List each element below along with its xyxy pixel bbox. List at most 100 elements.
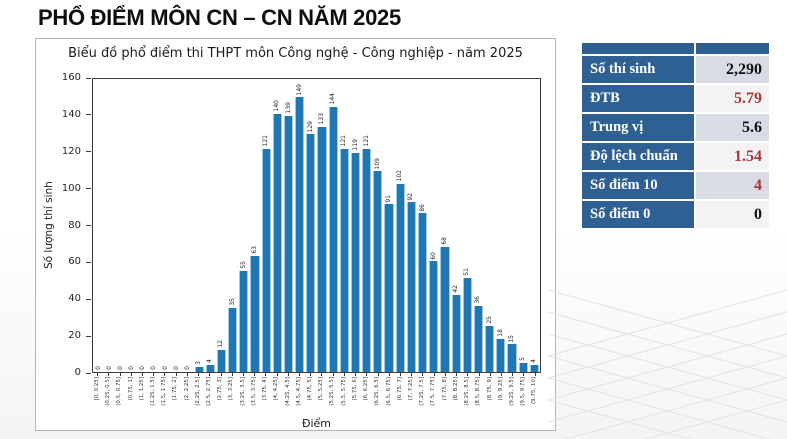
bar-bin: 15 — [506, 79, 517, 372]
bar-bin: 102 — [395, 79, 406, 372]
bar — [362, 148, 372, 372]
bar-bin: 0 — [93, 79, 104, 372]
stat-value: 0 — [696, 201, 769, 228]
stats-table: Số thí sinh 2,290 ĐTB 5.79 Trung vị 5.6 Độ lệc… — [580, 41, 771, 230]
bar-bin: 139 — [283, 79, 294, 372]
x-tick-label: (4.75, 5] — [307, 377, 314, 401]
x-tick-label: (6.5, 6.75] — [385, 377, 392, 406]
y-tick-label: 120 — [61, 145, 81, 157]
bar-bin: 0 — [138, 79, 149, 372]
bar — [194, 366, 204, 372]
bar — [272, 113, 282, 372]
x-tick: (6.5, 6.75] — [384, 373, 395, 419]
x-tick-mark — [433, 373, 435, 376]
x-tick-mark — [456, 373, 458, 376]
bar-bin: 0 — [160, 79, 171, 372]
x-tick-mark — [444, 373, 446, 376]
bar-bin: 86 — [417, 79, 428, 372]
bar-bin: 91 — [383, 79, 394, 372]
bar-value-label: 0 — [128, 366, 136, 370]
bar-bin: 25 — [484, 79, 495, 372]
x-tick-label: (9.25, 9.5] — [508, 377, 515, 406]
x-tick: (9.75, 10] — [530, 373, 541, 419]
x-tick-label: (7, 7.25] — [407, 377, 414, 401]
x-tick-label: (1.5, 1.75] — [161, 377, 168, 406]
x-tick-label: (7.25, 7.5] — [419, 377, 426, 406]
bar-value-label: 12 — [217, 340, 225, 348]
x-tick: (8.25, 8.5] — [462, 373, 473, 419]
x-tick-mark — [276, 373, 278, 376]
x-tick-label: (2, 2.25] — [183, 377, 190, 401]
bar — [429, 261, 439, 372]
x-tick: (3.75, 4] — [260, 373, 271, 419]
x-tick-label: (8.5, 8.75] — [475, 377, 482, 406]
x-tick: (9.5, 9.75] — [518, 373, 529, 419]
stat-label: Trung vị — [582, 114, 694, 141]
bar-value-label: 0 — [139, 366, 147, 370]
bar-bin: 0 — [171, 79, 182, 372]
stat-value: 5.79 — [696, 85, 769, 112]
bar-value-label: 4 — [530, 358, 538, 363]
bar — [228, 307, 238, 372]
bar-value-label: 129 — [306, 120, 314, 133]
x-tick-mark — [299, 373, 301, 376]
bar — [373, 171, 383, 372]
x-tick-label: (0.25, 0.5] — [105, 377, 112, 406]
x-tick: (5.25, 5.5] — [328, 373, 339, 419]
bar — [306, 134, 316, 372]
bar-bin: 12 — [216, 79, 227, 372]
bar-bin: 51 — [462, 79, 473, 372]
bar-bin: 129 — [305, 79, 316, 372]
x-tick-label: (4.25, 4.5] — [284, 377, 291, 406]
x-tick: (0.75, 1] — [126, 373, 137, 419]
bar-bin: 0 — [115, 79, 126, 372]
x-tick-mark — [467, 373, 469, 376]
x-tick-mark — [254, 373, 256, 376]
x-tick: (8.75, 9] — [485, 373, 496, 419]
x-tick: (5, 5.25] — [316, 373, 327, 419]
x-tick-mark — [231, 373, 233, 376]
bar-value-label: 3 — [195, 360, 203, 365]
bar-value-label: 0 — [150, 366, 158, 370]
x-tick-label: (1.75, 2] — [172, 377, 179, 401]
x-tick: (8.5, 8.75] — [473, 373, 484, 419]
y-tick-mark — [86, 372, 91, 374]
bar-bin: 3 — [194, 79, 205, 372]
stats-header-value-cell — [696, 43, 769, 54]
x-tick-mark — [512, 373, 514, 376]
y-axis-ticks: 0 20 40 60 80 100 120 140 160 — [36, 73, 92, 378]
x-tick-label: (6.75, 7] — [396, 377, 403, 401]
bar — [395, 183, 405, 372]
x-tick-mark — [310, 373, 312, 376]
bar-value-label: 92 — [407, 192, 415, 201]
bar — [216, 349, 227, 372]
x-tick-label: (8.25, 8.5] — [464, 377, 471, 406]
bar-bin: 4 — [529, 79, 540, 372]
bar-value-label: 0 — [116, 366, 124, 370]
x-tick-label: [0, 0.25] — [93, 377, 100, 401]
bar-bin: 119 — [350, 79, 361, 372]
y-tick-label: 140 — [61, 108, 81, 120]
bar-value-label: 25 — [485, 316, 493, 324]
x-tick-label: (2.75, 3] — [217, 377, 224, 401]
x-tick: (5.75, 6] — [350, 373, 361, 419]
y-tick-mark — [86, 335, 91, 337]
bar — [485, 325, 495, 372]
bar — [239, 270, 249, 372]
bar — [417, 213, 428, 372]
bar — [350, 152, 361, 372]
bar-value-label: 139 — [284, 102, 292, 114]
x-tick-mark — [489, 373, 491, 376]
x-tick-mark — [478, 373, 480, 376]
x-tick-label: (1.25, 1.5] — [149, 377, 156, 406]
bar — [317, 126, 327, 372]
bar-bin: 35 — [227, 79, 238, 372]
bar-value-label: 121 — [262, 135, 270, 147]
stat-label: Số điểm 0 — [582, 201, 694, 228]
stat-value: 1.54 — [696, 143, 769, 170]
bar — [507, 344, 517, 372]
x-tick-label: (9.75, 10] — [531, 377, 538, 405]
bar-value-label: 0 — [172, 366, 180, 370]
y-tick-label: 80 — [68, 219, 81, 231]
stats-row: ĐTB 5.79 — [582, 85, 769, 112]
